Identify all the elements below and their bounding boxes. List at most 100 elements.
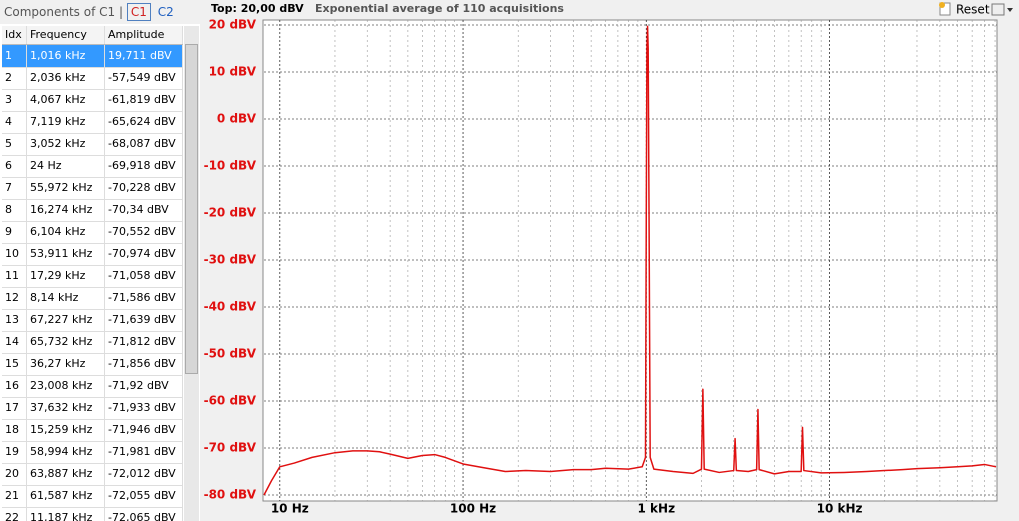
table-cell: 13 bbox=[2, 309, 27, 331]
table-cell: 14 bbox=[2, 331, 27, 353]
table-cell: 36,27 kHz bbox=[27, 353, 105, 375]
table-row[interactable]: 7 55,972 kHz -70,228 dBV bbox=[2, 177, 183, 200]
x-tick-label: 100 Hz bbox=[450, 502, 496, 516]
table-row[interactable]: 22 11,187 kHz -72,065 dBV bbox=[2, 507, 183, 521]
table-cell: -71,933 dBV bbox=[105, 397, 183, 419]
y-tick-label: -20 dBV bbox=[204, 206, 257, 220]
x-tick-label: 1 kHz bbox=[638, 502, 676, 516]
table-row[interactable]: 20 63,887 kHz -72,012 dBV bbox=[2, 463, 183, 486]
table-cell: 7,119 kHz bbox=[27, 111, 105, 133]
table-cell: 2,036 kHz bbox=[27, 67, 105, 89]
table-cell: -72,065 dBV bbox=[105, 507, 183, 521]
settings-button[interactable] bbox=[991, 3, 1013, 16]
table-cell: -70,552 dBV bbox=[105, 221, 183, 243]
table-cell: 4,067 kHz bbox=[27, 89, 105, 111]
table-cell: -71,812 dBV bbox=[105, 331, 183, 353]
table-cell: 61,587 kHz bbox=[27, 485, 105, 507]
table-row[interactable]: 1 1,016 kHz 19,711 dBV bbox=[2, 45, 183, 68]
reset-icon-spark bbox=[939, 2, 945, 8]
table-row[interactable]: 11 17,29 kHz -71,058 dBV bbox=[2, 265, 183, 288]
table-cell: 63,887 kHz bbox=[27, 463, 105, 485]
table-row[interactable]: 15 36,27 kHz -71,856 dBV bbox=[2, 353, 183, 376]
table-cell: 9 bbox=[2, 221, 27, 243]
table-cell: 58,994 kHz bbox=[27, 441, 105, 463]
table-row[interactable]: 16 23,008 kHz -71,92 dBV bbox=[2, 375, 183, 398]
table-row[interactable]: 2 2,036 kHz -57,549 dBV bbox=[2, 67, 183, 90]
table-cell: 22 bbox=[2, 507, 27, 521]
y-tick-label: -80 dBV bbox=[204, 488, 257, 502]
table-cell: 5 bbox=[2, 133, 27, 155]
table-cell: 17,29 kHz bbox=[27, 265, 105, 287]
y-tick-label: 20 dBV bbox=[209, 18, 257, 32]
x-tick-label: 10 kHz bbox=[817, 502, 863, 516]
separator: | bbox=[118, 5, 124, 19]
table-cell: -70,228 dBV bbox=[105, 177, 183, 199]
table-row[interactable]: 13 67,227 kHz -71,639 dBV bbox=[2, 309, 183, 332]
table-cell: 8 bbox=[2, 199, 27, 221]
dropdown-arrow bbox=[1007, 8, 1013, 12]
table-row[interactable]: 3 4,067 kHz -61,819 dBV bbox=[2, 89, 183, 112]
table-cell: 16,274 kHz bbox=[27, 199, 105, 221]
table-row[interactable]: 8 16,274 kHz -70,34 dBV bbox=[2, 199, 183, 222]
table-cell: 10 bbox=[2, 243, 27, 265]
table-cell: -71,92 dBV bbox=[105, 375, 183, 397]
table-cell: -65,624 dBV bbox=[105, 111, 183, 133]
table-cell: -69,918 dBV bbox=[105, 155, 183, 177]
scroll-thumb[interactable] bbox=[185, 44, 198, 374]
x-tick-label: 10 Hz bbox=[271, 502, 309, 516]
table-cell: 1 bbox=[2, 45, 27, 67]
table-row[interactable]: 19 58,994 kHz -71,981 dBV bbox=[2, 441, 183, 464]
table-row[interactable]: 5 3,052 kHz -68,087 dBV bbox=[2, 133, 183, 156]
table-cell: 3,052 kHz bbox=[27, 133, 105, 155]
tab[interactable]: C2 bbox=[157, 5, 174, 19]
table-cell: 1,016 kHz bbox=[27, 45, 105, 67]
table-row[interactable]: 18 15,259 kHz -71,946 dBV bbox=[2, 419, 183, 442]
y-tick-label: 0 dBV bbox=[217, 112, 257, 126]
table-row[interactable]: 14 65,732 kHz -71,812 dBV bbox=[2, 331, 183, 354]
table-row[interactable]: 12 8,14 kHz -71,586 dBV bbox=[2, 287, 183, 310]
table-cell: 19 bbox=[2, 441, 27, 463]
table-row[interactable]: 21 61,587 kHz -72,055 dBV bbox=[2, 485, 183, 508]
table-cell: 53,911 kHz bbox=[27, 243, 105, 265]
table-cell: 7 bbox=[2, 177, 27, 199]
table-cell: -71,586 dBV bbox=[105, 287, 183, 309]
column-header: Idx bbox=[2, 26, 27, 44]
column-header: Frequency bbox=[27, 26, 105, 44]
table-cell: -71,058 dBV bbox=[105, 265, 183, 287]
table-cell: 15,259 kHz bbox=[27, 419, 105, 441]
table-cell: -61,819 dBV bbox=[105, 89, 183, 111]
table-header: Idx Frequency Amplitude bbox=[2, 26, 183, 45]
table-cell: -71,639 dBV bbox=[105, 309, 183, 331]
table-row[interactable]: 9 6,104 kHz -70,552 dBV bbox=[2, 221, 183, 244]
table-cell: 18 bbox=[2, 419, 27, 441]
table-cell: 20 bbox=[2, 463, 27, 485]
table-cell: 12 bbox=[2, 287, 27, 309]
y-tick-label: -40 dBV bbox=[204, 300, 257, 314]
table-cell: -68,087 dBV bbox=[105, 133, 183, 155]
table-cell: 6 bbox=[2, 155, 27, 177]
table-cell: 17 bbox=[2, 397, 27, 419]
scrollbar[interactable] bbox=[184, 26, 199, 521]
table-row[interactable]: 10 53,911 kHz -70,974 dBV bbox=[2, 243, 183, 266]
table-cell: 16 bbox=[2, 375, 27, 397]
table-cell: -71,946 dBV bbox=[105, 419, 183, 441]
table-cell: 65,732 kHz bbox=[27, 331, 105, 353]
settings-icon bbox=[991, 3, 1005, 16]
reset-icon bbox=[939, 2, 951, 16]
spectrum-chart: Top: 20,00 dBV Exponential average of 11… bbox=[200, 0, 1019, 521]
table-row[interactable]: 17 37,632 kHz -71,933 dBV bbox=[2, 397, 183, 420]
table-row[interactable]: 6 24 Hz -69,918 dBV bbox=[2, 155, 183, 178]
tab[interactable]: C1 bbox=[126, 3, 151, 21]
table-row[interactable]: 4 7,119 kHz -65,624 dBV bbox=[2, 111, 183, 134]
plot-area bbox=[262, 19, 998, 502]
y-tick-label: -30 dBV bbox=[204, 253, 257, 267]
table-cell: -72,012 dBV bbox=[105, 463, 183, 485]
panel-title: Components of C1 bbox=[4, 5, 116, 19]
table-cell: 23,008 kHz bbox=[27, 375, 105, 397]
table-cell: 15 bbox=[2, 353, 27, 375]
reset-button[interactable]: Reset bbox=[939, 2, 990, 17]
y-tick-label: 10 dBV bbox=[209, 65, 257, 79]
table-cell: 8,14 kHz bbox=[27, 287, 105, 309]
table-cell: -70,974 dBV bbox=[105, 243, 183, 265]
